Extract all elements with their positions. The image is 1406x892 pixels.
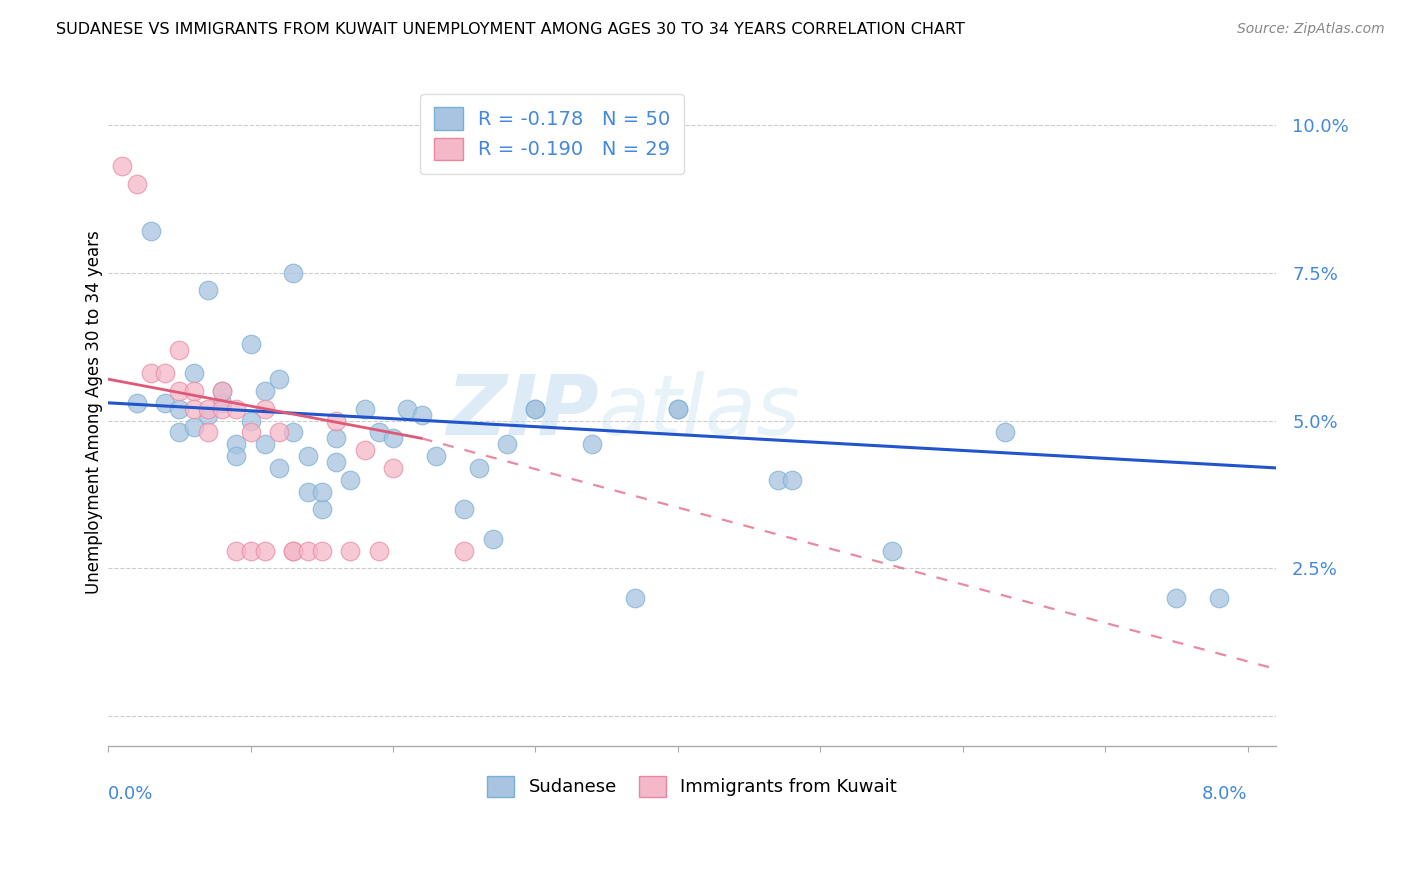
Point bbox=[239, 543, 262, 558]
Point bbox=[169, 401, 191, 416]
Point bbox=[297, 449, 319, 463]
Point bbox=[396, 401, 419, 416]
Point bbox=[197, 284, 219, 298]
Point bbox=[780, 473, 803, 487]
Point bbox=[325, 455, 347, 469]
Point bbox=[382, 431, 405, 445]
Point bbox=[524, 401, 547, 416]
Point bbox=[139, 224, 162, 238]
Point bbox=[353, 401, 375, 416]
Point bbox=[197, 401, 219, 416]
Point bbox=[139, 366, 162, 380]
Point bbox=[283, 425, 305, 440]
Point bbox=[197, 408, 219, 422]
Point bbox=[225, 437, 247, 451]
Point bbox=[225, 543, 247, 558]
Point bbox=[624, 591, 647, 605]
Point bbox=[283, 543, 305, 558]
Point bbox=[239, 336, 262, 351]
Point bbox=[183, 366, 205, 380]
Point bbox=[666, 401, 689, 416]
Point bbox=[225, 401, 247, 416]
Point bbox=[169, 343, 191, 357]
Point bbox=[880, 543, 903, 558]
Point bbox=[353, 443, 375, 458]
Point bbox=[183, 419, 205, 434]
Point bbox=[269, 461, 291, 475]
Point bbox=[311, 543, 333, 558]
Point bbox=[325, 431, 347, 445]
Point bbox=[125, 177, 148, 191]
Point bbox=[211, 384, 233, 398]
Point bbox=[367, 543, 389, 558]
Point bbox=[239, 414, 262, 428]
Point bbox=[283, 266, 305, 280]
Text: 0.0%: 0.0% bbox=[108, 785, 153, 803]
Point bbox=[524, 401, 547, 416]
Point bbox=[297, 543, 319, 558]
Point bbox=[111, 159, 134, 173]
Text: ZIP: ZIP bbox=[446, 371, 599, 452]
Point bbox=[339, 473, 361, 487]
Point bbox=[766, 473, 789, 487]
Point bbox=[325, 414, 347, 428]
Y-axis label: Unemployment Among Ages 30 to 34 years: Unemployment Among Ages 30 to 34 years bbox=[86, 230, 103, 593]
Point bbox=[994, 425, 1017, 440]
Point bbox=[253, 543, 276, 558]
Point bbox=[367, 425, 389, 440]
Point bbox=[411, 408, 433, 422]
Point bbox=[183, 401, 205, 416]
Point bbox=[169, 425, 191, 440]
Point bbox=[239, 425, 262, 440]
Point bbox=[125, 396, 148, 410]
Point bbox=[153, 396, 176, 410]
Point bbox=[253, 401, 276, 416]
Point bbox=[311, 502, 333, 516]
Legend: Sudanese, Immigrants from Kuwait: Sudanese, Immigrants from Kuwait bbox=[479, 769, 904, 804]
Point bbox=[253, 384, 276, 398]
Text: atlas: atlas bbox=[599, 371, 800, 452]
Point bbox=[197, 425, 219, 440]
Point bbox=[211, 396, 233, 410]
Point bbox=[269, 425, 291, 440]
Point bbox=[481, 532, 503, 546]
Text: 8.0%: 8.0% bbox=[1202, 785, 1247, 803]
Point bbox=[666, 401, 689, 416]
Point bbox=[253, 437, 276, 451]
Point bbox=[225, 449, 247, 463]
Point bbox=[339, 543, 361, 558]
Point bbox=[1166, 591, 1188, 605]
Point bbox=[169, 384, 191, 398]
Point bbox=[453, 543, 475, 558]
Point bbox=[183, 384, 205, 398]
Text: SUDANESE VS IMMIGRANTS FROM KUWAIT UNEMPLOYMENT AMONG AGES 30 TO 34 YEARS CORREL: SUDANESE VS IMMIGRANTS FROM KUWAIT UNEMP… bbox=[56, 22, 965, 37]
Point bbox=[297, 484, 319, 499]
Point bbox=[211, 384, 233, 398]
Point bbox=[269, 372, 291, 386]
Point bbox=[283, 543, 305, 558]
Point bbox=[496, 437, 519, 451]
Point bbox=[311, 484, 333, 499]
Point bbox=[467, 461, 489, 475]
Point bbox=[581, 437, 603, 451]
Point bbox=[1208, 591, 1230, 605]
Point bbox=[453, 502, 475, 516]
Point bbox=[211, 401, 233, 416]
Point bbox=[425, 449, 447, 463]
Text: Source: ZipAtlas.com: Source: ZipAtlas.com bbox=[1237, 22, 1385, 37]
Point bbox=[382, 461, 405, 475]
Point bbox=[153, 366, 176, 380]
